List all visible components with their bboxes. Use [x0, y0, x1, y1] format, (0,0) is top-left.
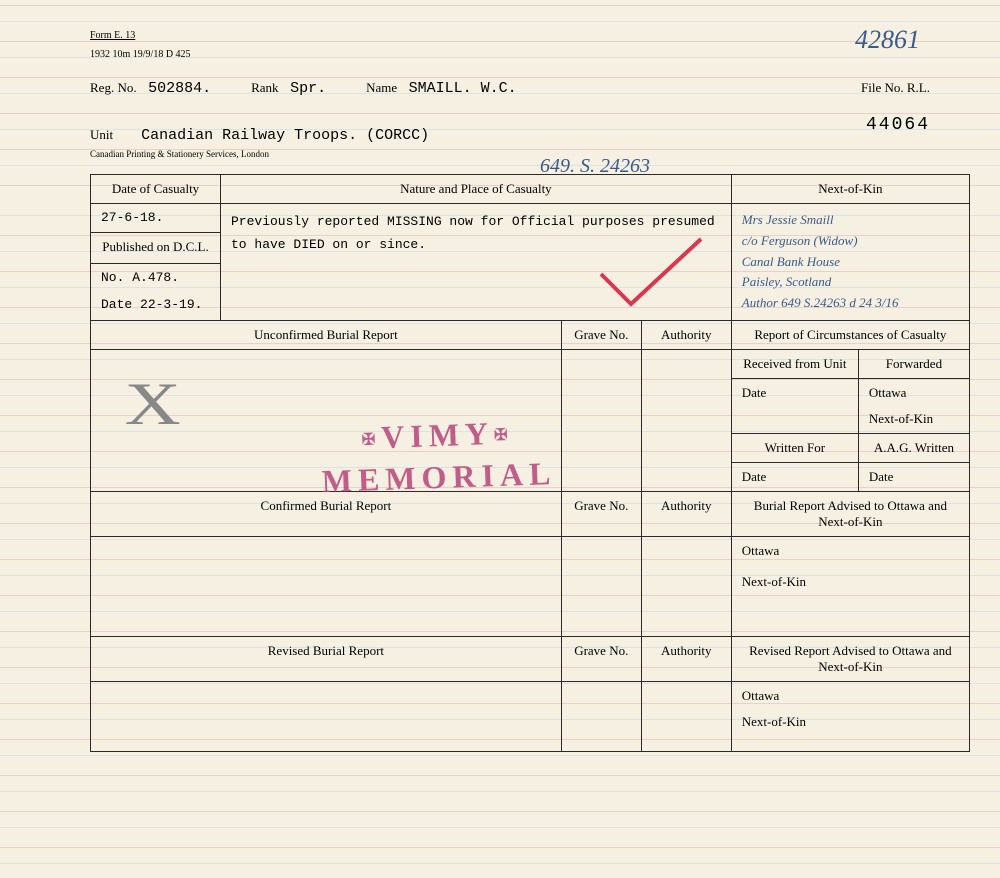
handwritten-reference: 649. S. 24263	[540, 155, 650, 178]
revised-burial-header: Revised Burial Report	[91, 636, 562, 681]
rank-value: Spr.	[290, 80, 326, 97]
unconfirmed-burial-cell: X ✠VIMY✠ MEMORIAL	[91, 349, 562, 491]
revised-advised-header: Revised Report Advised to Ottawa and Nex…	[731, 636, 969, 681]
grave-no-cell-2	[561, 536, 641, 636]
aag-date: Date	[858, 462, 969, 491]
grave-no-header-3: Grave No.	[561, 636, 641, 681]
authority-cell-1	[641, 349, 731, 491]
printing-note: Canadian Printing & Stationery Services,…	[90, 149, 970, 159]
file-no-label: File No. R.L.	[861, 80, 930, 95]
unit-label: Unit	[90, 127, 113, 143]
nok-address-2: Paisley, Scotland	[742, 272, 959, 293]
unit-row: Unit Canadian Railway Troops. (CORCC)	[90, 127, 970, 144]
authority-cell-3	[641, 681, 731, 751]
circumstances-header: Report of Circumstances of Casualty	[731, 320, 969, 349]
written-for-header: Written For	[731, 433, 858, 462]
rank-label: Rank	[251, 80, 278, 95]
file-no-value: 44064	[866, 115, 930, 135]
form-header-2: 1932 10m 19/9/18 D 425	[90, 49, 970, 60]
nok-header: Next-of-Kin	[731, 175, 969, 204]
next-of-kin-details: Mrs Jessie Smaill c/o Ferguson (Widow) C…	[731, 204, 969, 321]
reg-no-value: 502884.	[148, 80, 211, 97]
authority-header-3: Authority	[641, 636, 731, 681]
grave-no-cell-1	[561, 349, 641, 491]
unconfirmed-burial-header: Unconfirmed Burial Report	[91, 320, 562, 349]
handwritten-page-number: 42861	[855, 25, 920, 55]
red-checkmark	[591, 234, 711, 314]
burial-advised-details: Ottawa Next-of-Kin	[731, 536, 969, 636]
unit-value: Canadian Railway Troops. (CORCC)	[141, 127, 429, 144]
grave-no-header: Grave No.	[561, 320, 641, 349]
burial-advised-header: Burial Report Advised to Ottawa and Next…	[731, 491, 969, 536]
nok-address-1: Canal Bank House	[742, 252, 959, 273]
form-header-1: Form E. 13	[90, 30, 970, 41]
date-casualty-header: Date of Casualty	[91, 175, 221, 204]
authority-cell-2	[641, 536, 731, 636]
nature-header: Nature and Place of Casualty	[221, 175, 732, 204]
grave-no-cell-3	[561, 681, 641, 751]
received-header: Received from Unit	[731, 349, 858, 378]
revised-burial-cell	[91, 681, 562, 751]
revised-advised-details: Ottawa Next-of-Kin	[731, 681, 969, 751]
top-fields-row: Reg. No. 502884. Rank Spr. Name SMAILL. …	[90, 80, 970, 97]
grave-no-header-2: Grave No.	[561, 491, 641, 536]
forwarded-details: Ottawa Next-of-Kin	[858, 378, 969, 433]
written-for-date: Date	[731, 462, 858, 491]
received-date: Date	[731, 378, 858, 433]
casualty-description: Previously reported MISSING now for Offi…	[221, 204, 732, 321]
dcl-details: No. A.478. Date 22-3-19.	[91, 263, 221, 320]
nok-authority: Author 649 S.24263 d 24 3/16	[742, 293, 959, 314]
casualty-form-table: Date of Casualty Nature and Place of Cas…	[90, 174, 970, 752]
authority-header: Authority	[641, 320, 731, 349]
aag-header: A.A.G. Written	[858, 433, 969, 462]
name-value: SMAILL. W.C.	[409, 80, 517, 97]
x-mark: X	[124, 370, 180, 439]
authority-header-2: Authority	[641, 491, 731, 536]
name-label: Name	[366, 80, 397, 95]
vimy-memorial-stamp: ✠VIMY✠ MEMORIAL	[320, 411, 557, 502]
forwarded-header: Forwarded	[858, 349, 969, 378]
nok-care-of: c/o Ferguson (Widow)	[742, 231, 959, 252]
casualty-date: 27-6-18.	[91, 204, 221, 233]
reg-no-label: Reg. No.	[90, 80, 137, 95]
confirmed-burial-cell	[91, 536, 562, 636]
published-dcl-header: Published on D.C.L.	[91, 233, 221, 263]
nok-name: Mrs Jessie Smaill	[742, 210, 959, 231]
